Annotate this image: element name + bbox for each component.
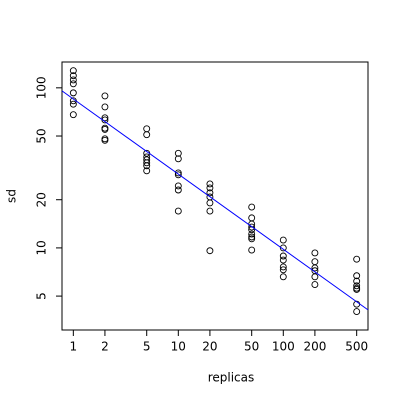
- x-tick-label: 50: [244, 340, 259, 354]
- point: [101, 92, 109, 100]
- point: [353, 282, 361, 290]
- point: [279, 263, 287, 271]
- point: [69, 80, 77, 88]
- point: [279, 266, 287, 274]
- y-tick-label: 10: [35, 240, 49, 255]
- point: [206, 199, 214, 207]
- point: [143, 167, 151, 175]
- point: [353, 277, 361, 285]
- point: [174, 155, 182, 163]
- y-tick-label: 20: [35, 192, 49, 207]
- point: [279, 256, 287, 264]
- y-tick-label: 50: [35, 128, 49, 143]
- point: [206, 247, 214, 255]
- point: [206, 184, 214, 192]
- x-axis-label: replicas: [208, 371, 255, 385]
- point: [311, 249, 319, 257]
- point: [69, 72, 77, 80]
- point: [248, 233, 256, 241]
- point: [248, 246, 256, 254]
- point: [69, 67, 77, 75]
- point: [353, 308, 361, 316]
- y-tick-label: 5: [35, 292, 49, 300]
- x-tick-label: 10: [171, 340, 186, 354]
- point: [248, 230, 256, 238]
- y-tick-label: 100: [35, 76, 49, 99]
- point: [174, 171, 182, 179]
- point: [69, 89, 77, 97]
- point: [279, 244, 287, 252]
- point: [174, 186, 182, 194]
- point: [206, 189, 214, 197]
- plot-frame: [61, 61, 369, 331]
- point: [248, 235, 256, 243]
- point: [101, 103, 109, 111]
- point: [353, 272, 361, 280]
- point: [174, 149, 182, 157]
- point: [143, 131, 151, 139]
- x-tick-label: 20: [202, 340, 217, 354]
- point: [311, 281, 319, 289]
- point: [143, 159, 151, 167]
- x-tick-label: 200: [303, 340, 326, 354]
- x-tick-label: 500: [345, 340, 368, 354]
- point: [143, 162, 151, 170]
- point: [311, 273, 319, 281]
- x-tick-label: 5: [143, 340, 151, 354]
- point: [353, 255, 361, 263]
- point: [248, 214, 256, 222]
- point: [279, 273, 287, 281]
- point: [279, 252, 287, 260]
- x-tick-label: 100: [272, 340, 295, 354]
- y-axis-label: sd: [5, 189, 19, 203]
- x-tick-label: 1: [70, 340, 78, 354]
- point: [101, 125, 109, 133]
- point: [174, 169, 182, 177]
- point: [101, 114, 109, 122]
- point: [174, 182, 182, 190]
- point: [311, 258, 319, 266]
- x-tick-label: 2: [101, 340, 109, 354]
- point: [279, 236, 287, 244]
- point: [143, 125, 151, 133]
- point: [206, 180, 214, 188]
- point: [248, 223, 256, 231]
- point: [248, 203, 256, 211]
- point: [69, 111, 77, 119]
- point: [174, 207, 182, 215]
- point: [353, 286, 361, 293]
- point: [101, 136, 109, 144]
- point: [69, 100, 77, 108]
- trend-line: [61, 90, 369, 311]
- point: [311, 264, 319, 272]
- point: [69, 76, 77, 84]
- point: [206, 207, 214, 215]
